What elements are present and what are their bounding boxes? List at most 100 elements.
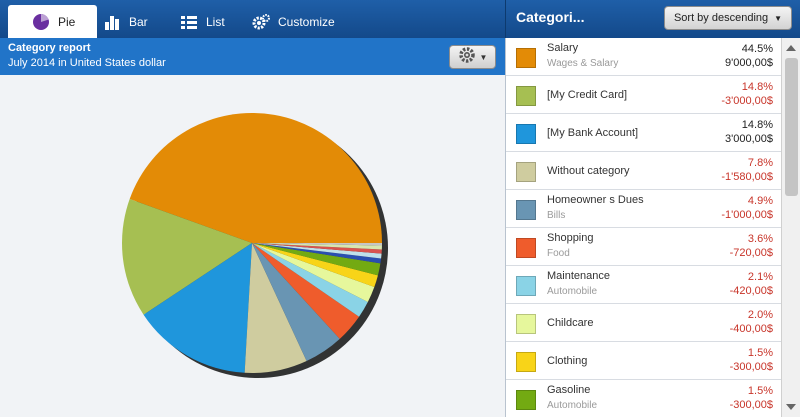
category-percent: 1.5% (747, 385, 773, 397)
report-subtitle: July 2014 in United States dollar (8, 57, 166, 69)
category-percent: 7.8% (747, 157, 773, 169)
category-parent: Bills (547, 210, 566, 221)
pie-chart (122, 113, 388, 378)
tab-label: Pie (58, 14, 76, 29)
category-amount: -1'000,00$ (721, 209, 773, 221)
list-item[interactable]: Homeowner s Dues Bills 4.9% -1'000,00$ (506, 190, 781, 228)
scrollbar-thumb[interactable] (785, 58, 798, 196)
list-icon (180, 13, 198, 31)
view-tab-bar: Pie Bar List Cust (0, 0, 505, 38)
category-percent: 3.6% (747, 233, 773, 245)
tab-label: List (206, 14, 225, 29)
pie-slice[interactable] (143, 243, 252, 373)
pie-slice[interactable] (252, 243, 382, 254)
list-item[interactable]: Gasoline Automobile 1.5% -300,00$ (506, 380, 781, 417)
list-item[interactable]: [My Bank Account] 14.8% 3'000,00$ (506, 114, 781, 152)
category-amount: -300,00$ (729, 399, 773, 411)
category-percent: 44.5% (741, 43, 773, 55)
category-parent: Automobile (547, 400, 598, 411)
category-amount: -3'000,00$ (721, 95, 773, 107)
category-color-swatch (516, 86, 536, 106)
pie-slice[interactable] (252, 243, 360, 339)
category-percent: 14.8% (741, 119, 773, 131)
category-percent: 14.8% (741, 81, 773, 93)
pie-slice[interactable] (129, 113, 382, 243)
chart-area (0, 75, 505, 417)
pie-slice[interactable] (122, 198, 253, 315)
category-color-swatch (516, 352, 536, 372)
category-color-swatch (516, 200, 536, 220)
category-name: Childcare (547, 317, 594, 329)
scrollbar[interactable] (781, 38, 800, 417)
list-item[interactable]: Without category 7.8% -1'580,00$ (506, 152, 781, 190)
category-amount: -300,00$ (729, 361, 773, 373)
category-name: Shopping (547, 232, 594, 244)
pie-slice[interactable] (252, 243, 378, 288)
settings-menu-button[interactable]: ▼ (449, 45, 496, 69)
pie-slice[interactable] (252, 243, 381, 276)
list-item[interactable]: Salary Wages & Salary 44.5% 9'000,00$ (506, 38, 781, 76)
tab-customize[interactable]: Customize (252, 5, 335, 38)
pie-slice[interactable] (252, 243, 375, 303)
category-percent: 1.5% (747, 347, 773, 359)
pie-slice[interactable] (252, 243, 382, 250)
category-name: Maintenance (547, 270, 610, 282)
report-header: Category report July 2014 in United Stat… (0, 38, 505, 75)
category-name: [My Credit Card] (547, 89, 628, 101)
sort-label: Sort by descending (673, 12, 769, 24)
sort-dropdown[interactable]: Sort by descending ▼ (664, 6, 792, 30)
category-parent: Food (547, 248, 570, 259)
category-name: Homeowner s Dues (547, 194, 644, 206)
category-name: Clothing (547, 355, 588, 367)
scroll-up-icon[interactable] (786, 45, 796, 51)
pie-slice[interactable] (252, 243, 382, 264)
category-color-swatch (516, 124, 536, 144)
category-name: [My Bank Account] (547, 127, 639, 139)
list-item[interactable]: Maintenance Automobile 2.1% -420,00$ (506, 266, 781, 304)
bar-chart-icon (103, 13, 121, 31)
category-name: Gasoline (547, 384, 591, 396)
list-item[interactable]: Shopping Food 3.6% -720,00$ (506, 228, 781, 266)
panel-title: Categori... (516, 9, 585, 25)
categories-panel-header: Categori... Sort by descending ▼ (505, 0, 800, 38)
tab-pie[interactable]: Pie (8, 5, 98, 38)
category-amount: -420,00$ (729, 285, 773, 297)
tab-label: Bar (129, 14, 148, 29)
tab-bar[interactable]: Bar (103, 5, 148, 38)
list-item[interactable]: Clothing 1.5% -300,00$ (506, 342, 781, 380)
category-parent: Wages & Salary (547, 58, 619, 69)
category-amount: -400,00$ (729, 323, 773, 335)
pie-slice[interactable] (252, 243, 382, 246)
pie-slice[interactable] (244, 243, 307, 373)
category-amount: -1'580,00$ (721, 171, 773, 183)
category-color-swatch (516, 162, 536, 182)
category-color-swatch (516, 276, 536, 296)
pie-slice[interactable] (252, 243, 368, 317)
gear-icon (458, 46, 478, 69)
chevron-down-icon: ▼ (774, 13, 783, 23)
category-percent: 2.0% (747, 309, 773, 321)
category-percent: 2.1% (747, 271, 773, 283)
list-item[interactable]: [My Credit Card] 14.8% -3'000,00$ (506, 76, 781, 114)
category-percent: 4.9% (747, 195, 773, 207)
list-item[interactable]: Childcare 2.0% -400,00$ (506, 304, 781, 342)
category-amount: 9'000,00$ (725, 57, 773, 69)
scroll-down-icon[interactable] (786, 404, 796, 410)
gears-icon (252, 13, 270, 31)
chevron-down-icon: ▼ (479, 52, 488, 62)
category-parent: Automobile (547, 286, 598, 297)
category-amount: 3'000,00$ (725, 133, 773, 145)
pie-chart-icon (32, 13, 50, 31)
category-name: Salary (547, 42, 579, 54)
pie-slice[interactable] (252, 243, 340, 361)
pie-slice[interactable] (252, 243, 382, 259)
category-color-swatch (516, 238, 536, 258)
category-name: Without category (547, 165, 630, 177)
category-list: Salary Wages & Salary 44.5% 9'000,00$ [My Cr… (505, 38, 781, 417)
report-title: Category report (8, 42, 91, 54)
category-color-swatch (516, 48, 536, 68)
category-color-swatch (516, 314, 536, 334)
category-color-swatch (516, 390, 536, 410)
category-amount: -720,00$ (729, 247, 773, 259)
tab-list[interactable]: List (180, 5, 225, 38)
